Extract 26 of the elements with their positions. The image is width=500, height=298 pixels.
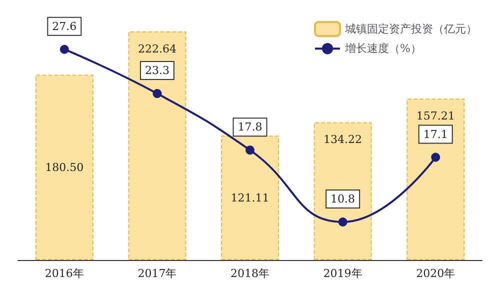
data-label: 10.8 [330, 192, 356, 206]
data-label: 157.21 [416, 110, 455, 123]
point [431, 152, 440, 162]
x-tick-label: 2017年 [138, 267, 177, 280]
bar [35, 74, 94, 260]
data-label: 23.3 [144, 64, 170, 78]
legend-label: 城镇固定资产投资（亿元） [344, 22, 477, 36]
point [60, 44, 69, 54]
point [152, 89, 162, 98]
legend-label: 增长速度（%） [344, 42, 422, 56]
data-label: 121.11 [230, 191, 270, 204]
point [246, 146, 254, 155]
data-label: 134.22 [324, 133, 362, 146]
bar [406, 98, 465, 260]
data-label: 17.1 [423, 128, 448, 141]
point [338, 218, 348, 227]
bar [128, 31, 186, 260]
x-tick-label: 2019年 [323, 267, 362, 280]
x-tick-label: 2016年 [44, 267, 84, 280]
data-label: 27.6 [52, 20, 77, 33]
x-tick-label: 2018年 [230, 267, 270, 280]
data-label: 180.50 [45, 160, 84, 174]
data-label: 17.8 [238, 120, 262, 134]
x-tick-label: 2020年 [416, 267, 456, 280]
bar [314, 122, 372, 260]
data-label: 222.64 [138, 42, 176, 56]
